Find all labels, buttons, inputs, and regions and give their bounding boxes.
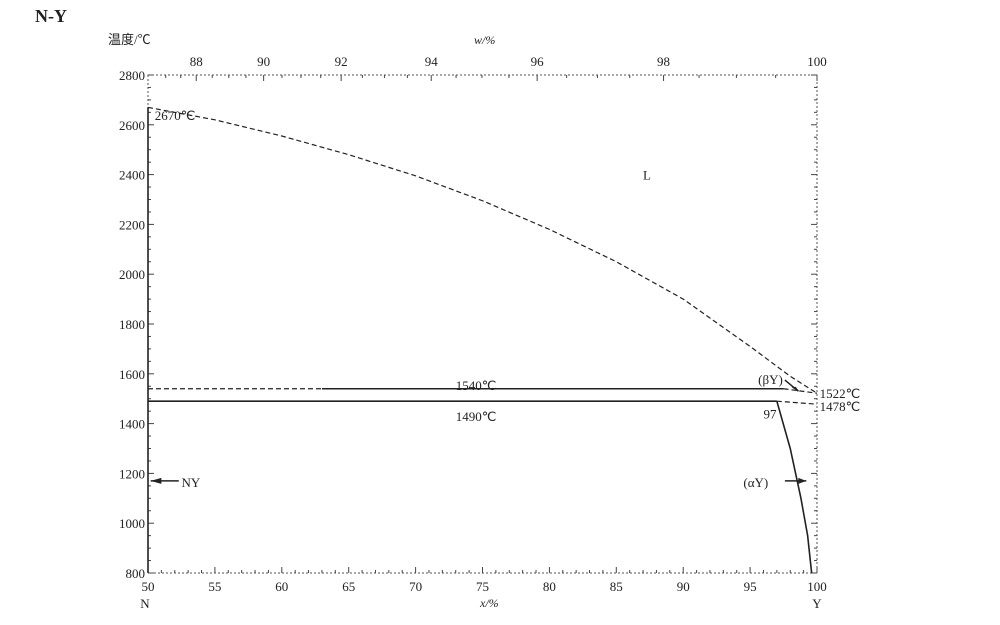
by-arrowhead-icon — [791, 386, 800, 392]
annotation: L — [643, 168, 651, 183]
x2-tick-label: 94 — [425, 54, 439, 69]
annotation: 1478℃ — [820, 399, 861, 414]
phase-line-6 — [776, 400, 818, 405]
x-tick-label: 75 — [476, 579, 489, 594]
x-tick-label: 85 — [610, 579, 623, 594]
annotation: 2670℃ — [155, 108, 196, 123]
x-tick-label: 90 — [677, 579, 690, 594]
annotation: NY — [181, 475, 200, 490]
x2-tick-label: 92 — [335, 54, 348, 69]
y-axis-label: 温度/℃ — [108, 32, 151, 47]
y-tick-label: 2600 — [119, 118, 145, 133]
x2-tick-label: 88 — [190, 54, 203, 69]
ny-arrowhead-icon — [150, 477, 162, 484]
annotation: (βY) — [758, 372, 783, 387]
chart-title: N-Y — [35, 6, 67, 26]
plot-frame — [147, 74, 818, 574]
annotation: 1540℃ — [456, 378, 497, 393]
x-tick-label: 70 — [409, 579, 422, 594]
phase-line-0 — [147, 106, 818, 394]
annotation: 1522℃ — [820, 386, 861, 401]
x-tick-label: 60 — [275, 579, 288, 594]
x-tick-label: 80 — [543, 579, 556, 594]
x2-axis-label: w/% — [474, 33, 495, 47]
phase-line-4 — [783, 388, 818, 394]
y-tick-label: 2000 — [119, 267, 145, 282]
phase-line-7 — [776, 400, 813, 574]
y-tick-label: 1400 — [119, 417, 145, 432]
x-tick-label: 100 — [807, 579, 827, 594]
x-tick-label: 65 — [342, 579, 355, 594]
y-tick-label: 2400 — [119, 168, 145, 183]
annotation: (αY) — [743, 475, 768, 490]
x2-tick-label: 98 — [657, 54, 670, 69]
right-end-label: Y — [812, 596, 822, 611]
x2-tick-label: 96 — [531, 54, 545, 69]
y-tick-label: 2200 — [119, 217, 145, 232]
x2-tick-label: 100 — [807, 54, 827, 69]
y-tick-label: 1200 — [119, 466, 145, 481]
ay-arrowhead-icon — [798, 477, 807, 484]
annotation: 1490℃ — [456, 409, 497, 424]
y-tick-label: 1800 — [119, 317, 145, 332]
x-axis-label: x/% — [479, 596, 499, 610]
x-tick-label: 50 — [142, 579, 155, 594]
annotation: 97 — [763, 407, 777, 422]
y-tick-label: 1600 — [119, 367, 145, 382]
x-tick-label: 55 — [208, 579, 221, 594]
y-tick-label: 2800 — [119, 68, 145, 83]
y-tick-label: 1000 — [119, 516, 145, 531]
left-end-label: N — [140, 596, 150, 611]
y-tick-label: 800 — [126, 566, 146, 581]
x2-tick-label: 90 — [257, 54, 270, 69]
x-tick-label: 95 — [744, 579, 757, 594]
